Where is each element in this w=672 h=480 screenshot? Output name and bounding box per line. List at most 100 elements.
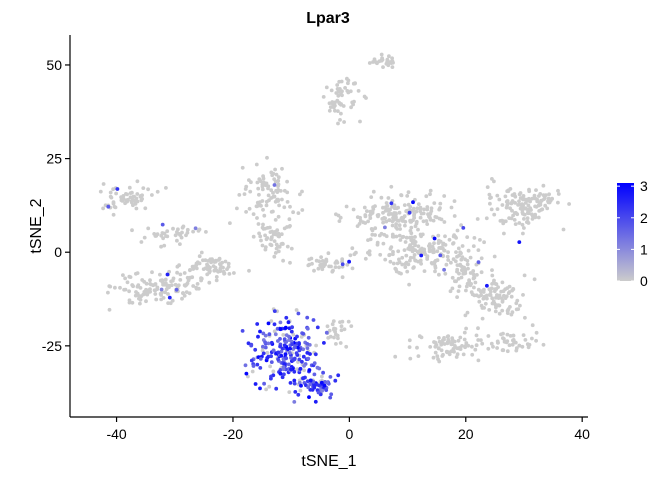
data-point bbox=[251, 234, 256, 239]
data-point bbox=[472, 285, 476, 290]
data-point bbox=[517, 199, 521, 204]
data-point bbox=[505, 203, 510, 208]
data-point bbox=[455, 352, 460, 357]
data-point bbox=[153, 288, 158, 293]
data-point bbox=[344, 344, 349, 349]
data-point bbox=[349, 105, 353, 110]
data-point bbox=[111, 212, 116, 217]
data-point bbox=[276, 197, 280, 202]
data-point bbox=[508, 334, 513, 338]
data-point bbox=[503, 194, 508, 199]
data-point bbox=[520, 210, 525, 215]
data-point bbox=[483, 301, 488, 306]
data-point bbox=[336, 373, 341, 378]
data-point bbox=[342, 327, 347, 332]
data-point bbox=[146, 187, 151, 192]
data-point bbox=[512, 218, 517, 222]
data-point bbox=[489, 207, 494, 212]
data-point bbox=[288, 346, 292, 351]
data-point bbox=[416, 202, 421, 207]
data-point bbox=[332, 326, 336, 331]
data-point bbox=[387, 253, 392, 258]
data-point bbox=[443, 271, 448, 276]
data-point bbox=[370, 232, 375, 237]
data-point bbox=[142, 279, 147, 284]
data-point bbox=[361, 220, 366, 225]
data-point bbox=[275, 228, 280, 233]
data-point bbox=[465, 262, 470, 267]
data-point bbox=[272, 254, 277, 259]
data-point bbox=[464, 284, 469, 289]
data-point bbox=[474, 343, 479, 348]
data-point bbox=[431, 247, 436, 252]
data-point bbox=[323, 380, 327, 384]
data-point bbox=[377, 233, 382, 238]
data-point bbox=[379, 195, 384, 200]
data-point bbox=[507, 343, 512, 348]
data-point bbox=[296, 392, 301, 397]
data-point bbox=[539, 198, 544, 203]
data-point bbox=[101, 182, 106, 186]
data-point bbox=[521, 333, 526, 337]
data-point bbox=[424, 219, 429, 223]
data-point bbox=[394, 222, 398, 226]
data-point bbox=[471, 272, 476, 277]
data-point bbox=[298, 366, 303, 371]
data-point bbox=[163, 290, 168, 295]
data-point bbox=[340, 262, 345, 267]
data-point bbox=[274, 386, 279, 391]
data-point bbox=[386, 63, 391, 68]
data-point bbox=[404, 235, 409, 240]
data-point bbox=[271, 232, 276, 237]
data-point bbox=[463, 313, 468, 318]
data-point bbox=[389, 201, 394, 206]
data-point bbox=[167, 295, 172, 300]
data-point bbox=[273, 179, 278, 184]
data-point bbox=[510, 342, 515, 347]
data-point bbox=[286, 320, 291, 325]
data-point bbox=[173, 233, 178, 238]
data-point bbox=[517, 240, 522, 245]
data-point bbox=[427, 242, 432, 247]
data-point bbox=[500, 280, 505, 285]
data-point bbox=[518, 191, 523, 195]
data-point bbox=[257, 192, 261, 197]
x-tick-label: 0 bbox=[345, 426, 353, 442]
data-point bbox=[286, 362, 291, 367]
data-point bbox=[130, 300, 135, 305]
data-point bbox=[456, 276, 461, 281]
data-point bbox=[175, 230, 179, 234]
data-point bbox=[381, 205, 385, 210]
data-point bbox=[240, 329, 245, 333]
data-point bbox=[466, 266, 470, 271]
data-point bbox=[422, 269, 427, 273]
data-point bbox=[269, 360, 274, 364]
data-point bbox=[328, 334, 333, 339]
data-point bbox=[392, 206, 397, 211]
data-point bbox=[269, 340, 274, 345]
data-point bbox=[473, 347, 478, 352]
data-point bbox=[514, 346, 519, 351]
data-point bbox=[320, 267, 325, 272]
data-point bbox=[263, 183, 268, 188]
data-point bbox=[462, 337, 467, 342]
data-point bbox=[333, 329, 337, 334]
data-point bbox=[490, 301, 495, 306]
data-point bbox=[504, 340, 509, 345]
x-axis-label: tSNE_1 bbox=[301, 453, 356, 470]
data-point bbox=[375, 240, 380, 245]
data-point bbox=[308, 378, 313, 383]
data-point bbox=[424, 194, 429, 199]
data-point bbox=[478, 238, 482, 242]
data-point bbox=[255, 216, 259, 220]
data-point bbox=[289, 329, 294, 334]
data-point bbox=[175, 270, 180, 275]
data-point bbox=[527, 211, 531, 216]
data-point bbox=[208, 265, 212, 270]
data-point bbox=[412, 212, 417, 217]
data-point bbox=[389, 184, 394, 189]
data-point bbox=[411, 266, 416, 270]
data-point bbox=[459, 223, 463, 228]
data-point bbox=[278, 371, 283, 376]
data-point bbox=[270, 229, 274, 234]
